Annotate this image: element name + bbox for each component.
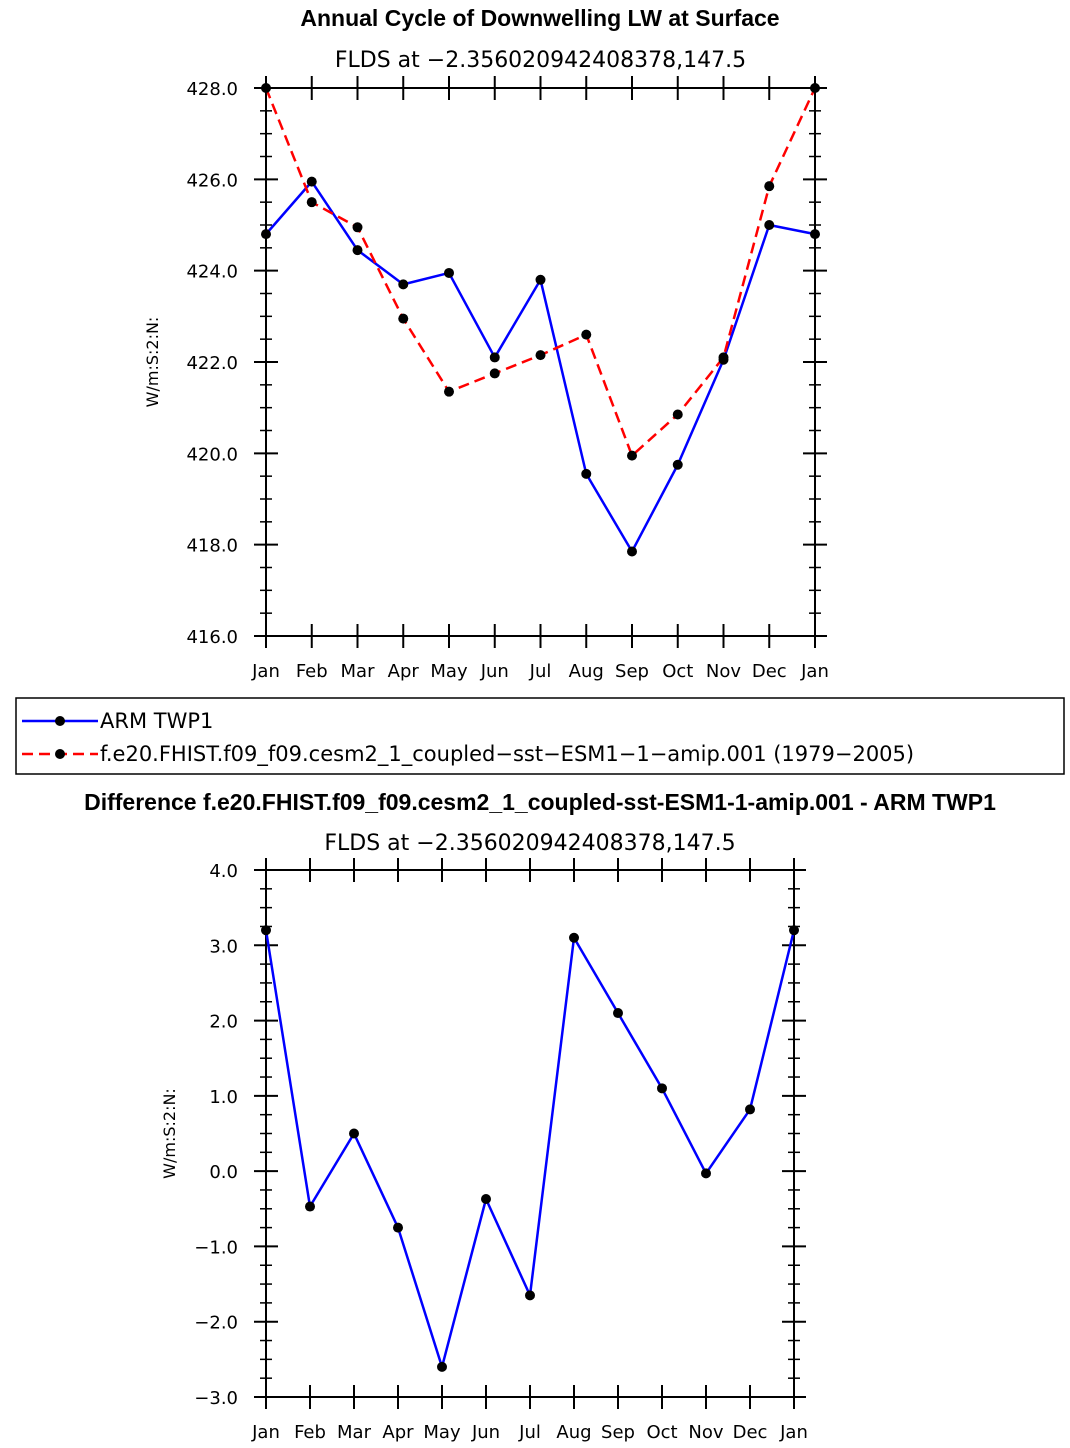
x-tick-label: Jan (800, 661, 829, 682)
chart-panel-1: Annual Cycle of Downwelling LW at Surfac… (143, 5, 829, 682)
y-tick-label: −3.0 (194, 1388, 238, 1409)
series-2-point (581, 329, 592, 340)
y-tick-label: 422.0 (186, 353, 238, 374)
series-1-point (352, 245, 363, 256)
chart-subtitle: FLDS at −2.356020942408378,147.5 (335, 48, 746, 73)
legend-marker-2 (55, 749, 65, 759)
x-tick-label: Apr (382, 1422, 414, 1443)
x-tick-label: Dec (752, 661, 787, 682)
series-1-point (672, 459, 683, 470)
series-1-point (261, 925, 271, 936)
x-tick-label: Jan (251, 1422, 280, 1443)
x-tick-label: Sep (615, 661, 649, 682)
series-1-point (525, 1290, 535, 1301)
x-tick-label: Aug (569, 661, 604, 682)
x-tick-label: Sep (601, 1422, 635, 1443)
chart-panel-2: Difference f.e20.FHIST.f09_f09.cesm2_1_c… (84, 789, 996, 1443)
x-tick-label: Mar (337, 1422, 372, 1443)
y-tick-label: 1.0 (209, 1087, 238, 1108)
series-2-point (764, 181, 775, 192)
x-tick-label: Jan (779, 1422, 808, 1443)
y-tick-label: 0.0 (209, 1162, 238, 1183)
series-1-point (261, 229, 271, 240)
x-tick-label: Oct (646, 1422, 677, 1443)
x-tick-label: Aug (556, 1422, 591, 1443)
y-tick-label: 416.0 (186, 627, 238, 648)
y-axis-label: W/m:S:2:N: (143, 317, 162, 408)
y-tick-label: 3.0 (209, 936, 238, 957)
series-2-point (352, 222, 363, 233)
y-axis-label: W/m:S:2:N: (160, 1088, 179, 1179)
series-1-point (306, 176, 317, 187)
series-line-2 (264, 87, 817, 457)
y-tick-label: 418.0 (186, 536, 238, 557)
series-1-point (745, 1104, 755, 1115)
x-tick-label: Oct (662, 661, 693, 682)
y-tick-label: 2.0 (209, 1012, 238, 1033)
plot-frame (265, 869, 795, 1398)
series-1-point (789, 925, 799, 936)
plot-frame (265, 87, 816, 637)
series-2-point (810, 83, 820, 93)
series-1-point (437, 1361, 447, 1372)
legend-box (15, 697, 1065, 775)
x-tick-label: Dec (733, 1422, 768, 1443)
legend-label-2: f.e20.FHIST.f09_f09.cesm2_1_coupled−sst−… (100, 742, 914, 767)
series-1-point (393, 1222, 403, 1233)
y-tick-label: 420.0 (186, 444, 238, 465)
x-tick-label: May (423, 1422, 461, 1443)
series-1-point (810, 229, 820, 240)
series-2-point (398, 313, 409, 324)
series-1-point (305, 1201, 315, 1212)
series-1-point (349, 1128, 359, 1139)
series-1-point (481, 1193, 491, 1204)
series-1-point (581, 468, 592, 479)
y-tick-label: −2.0 (194, 1313, 238, 1334)
y-tick-label: 426.0 (186, 170, 238, 191)
series-1-point (569, 932, 579, 943)
x-tick-label: Feb (294, 1422, 326, 1443)
x-tick-label: Jun (480, 661, 509, 682)
x-tick-label: Jul (529, 661, 552, 682)
series-1-point (398, 279, 409, 290)
chart-subtitle: FLDS at −2.356020942408378,147.5 (324, 831, 735, 856)
x-tick-label: Jan (251, 661, 280, 682)
series-2-point (489, 368, 500, 379)
chart-title: Annual Cycle of Downwelling LW at Surfac… (300, 5, 779, 31)
series-line-1 (264, 929, 796, 1369)
legend: ARM TWP1 f.e20.FHIST.f09_f09.cesm2_1_coup… (15, 697, 1065, 775)
y-tick-label: 424.0 (186, 262, 238, 283)
series-1-point (627, 546, 637, 557)
series-1-point (764, 220, 775, 230)
series-2-point (672, 409, 683, 420)
x-tick-label: Jul (518, 1422, 541, 1443)
x-tick-label: Apr (388, 661, 420, 682)
series-1-point (657, 1083, 667, 1094)
series-2-point (444, 386, 454, 397)
series-line-1 (265, 180, 816, 553)
x-tick-label: Nov (706, 661, 741, 682)
legend-marker-1 (55, 716, 65, 726)
series-2-point (718, 352, 729, 363)
legend-label-1: ARM TWP1 (100, 709, 213, 733)
y-tick-label: 4.0 (209, 861, 238, 882)
series-1-point (535, 274, 546, 285)
x-tick-label: Jun (471, 1422, 500, 1443)
series-2-point (306, 197, 317, 208)
series-2-point (261, 83, 271, 93)
series-2-point (535, 350, 546, 361)
x-tick-label: Mar (341, 661, 376, 682)
chart-title: Difference f.e20.FHIST.f09_f09.cesm2_1_c… (84, 789, 996, 815)
series-1-point (613, 1008, 623, 1019)
series-2-point (627, 450, 637, 461)
series-1-point (444, 267, 454, 278)
y-tick-label: 428.0 (186, 79, 238, 100)
x-tick-label: Feb (296, 661, 328, 682)
series-1-point (489, 352, 500, 363)
x-tick-label: Nov (688, 1422, 723, 1443)
series-1-point (701, 1168, 711, 1179)
y-tick-label: −1.0 (194, 1237, 238, 1258)
x-tick-label: May (430, 661, 468, 682)
